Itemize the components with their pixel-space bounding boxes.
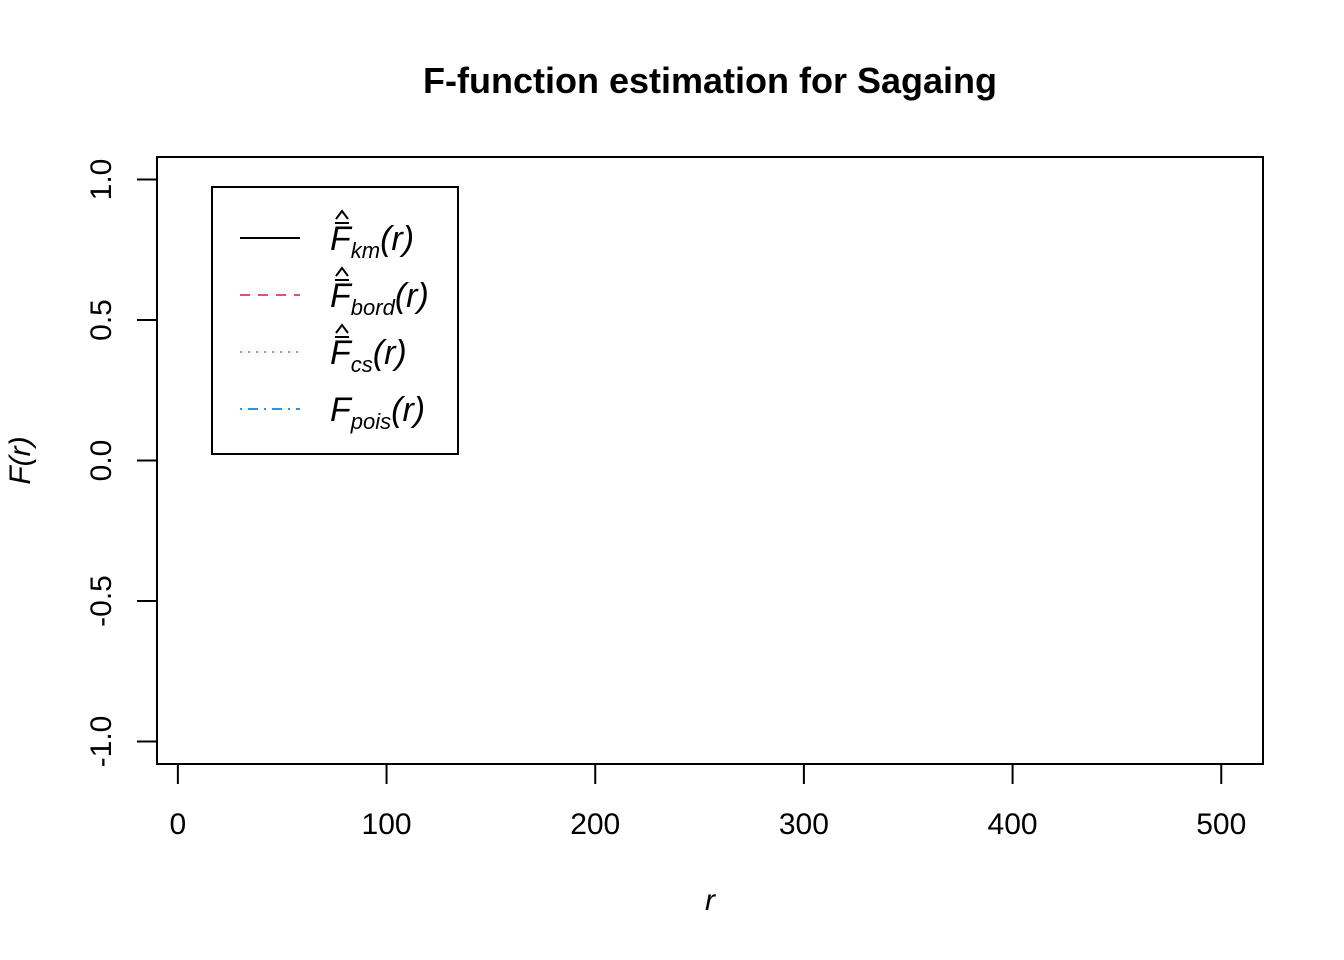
x-axis-label: r xyxy=(705,884,716,917)
legend: Fkm(r) Fbord(r) Fcs(r) Fpois(r) xyxy=(211,186,459,455)
y-axis: -1.0 -0.5 0.0 0.5 1.0 xyxy=(85,159,158,768)
chart-title: F-function estimation for Sagaing xyxy=(423,60,997,101)
y-tick-label: 0.5 xyxy=(85,299,118,341)
y-tick-label: -0.5 xyxy=(85,575,118,627)
x-tick-label: 200 xyxy=(570,808,620,841)
x-tick-label: 300 xyxy=(779,808,829,841)
hat-icon xyxy=(335,209,349,220)
legend-entry-bord: Fbord(r) xyxy=(330,277,429,320)
x-tick-label: 0 xyxy=(170,808,187,841)
x-axis: 0 100 200 300 400 500 xyxy=(170,763,1246,841)
y-tick-label: 0.0 xyxy=(85,440,118,482)
hat-icon xyxy=(335,266,349,277)
legend-entry-pois: Fpois(r) xyxy=(330,391,425,434)
legend-entry-km: Fkm(r) xyxy=(330,220,414,263)
y-tick-label: -1.0 xyxy=(85,716,118,768)
x-tick-label: 400 xyxy=(988,808,1038,841)
legend-entry-cs: Fcs(r) xyxy=(330,334,407,377)
hat-icon xyxy=(335,323,349,334)
y-axis-label: F(r) xyxy=(4,436,37,484)
x-tick-label: 100 xyxy=(362,808,412,841)
y-tick-label: 1.0 xyxy=(85,159,118,201)
x-tick-label: 500 xyxy=(1196,808,1246,841)
